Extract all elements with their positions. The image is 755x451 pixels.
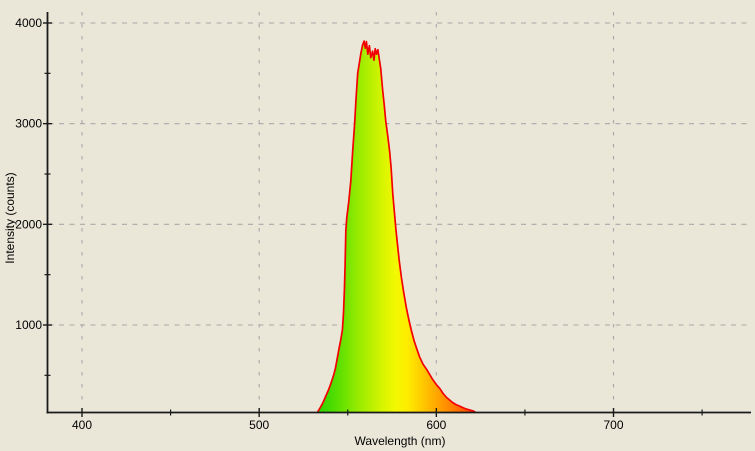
x-tick-label: 500 <box>249 418 269 432</box>
y-axis-title: Intensity (counts) <box>3 172 17 263</box>
y-tick-label: 3000 <box>15 117 42 131</box>
spectrum-curve <box>316 40 476 413</box>
x-tick-label: 600 <box>426 418 446 432</box>
x-axis-title: Wavelength (nm) <box>355 434 446 448</box>
y-tick-label: 1000 <box>15 318 42 332</box>
y-tick-label: 2000 <box>15 217 42 231</box>
x-tick-label: 400 <box>72 418 92 432</box>
spectrum-area-fill <box>317 41 476 412</box>
y-tick-label: 4000 <box>15 16 42 30</box>
x-tick-label: 700 <box>603 418 623 432</box>
